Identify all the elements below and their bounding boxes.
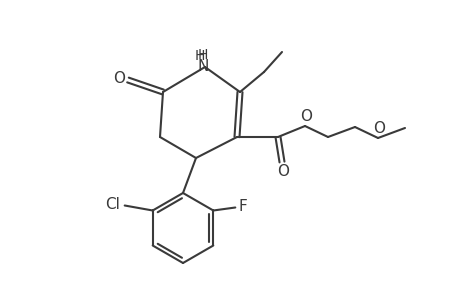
Text: Cl: Cl [105,197,120,212]
Text: O: O [372,121,384,136]
Text: N: N [197,58,208,74]
Text: O: O [113,70,125,86]
Text: O: O [299,109,311,124]
Text: F: F [238,199,247,214]
Text: O: O [276,164,288,178]
Text: H: H [195,49,205,63]
Text: H: H [197,48,208,62]
